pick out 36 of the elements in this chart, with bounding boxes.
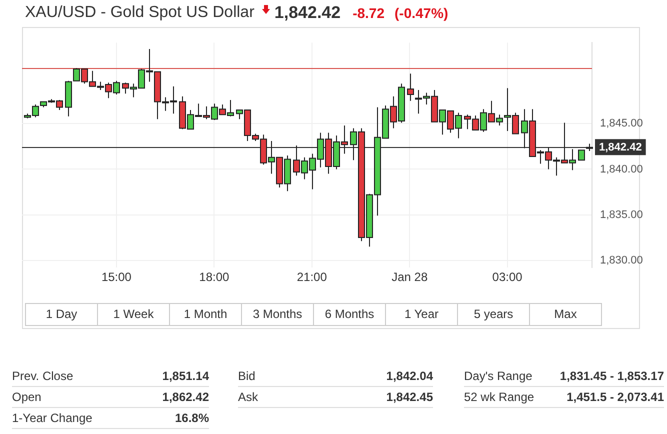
text: 1-Year Change [12, 410, 92, 427]
text: (-0.47%) [394, 5, 448, 21]
text: Day's Range [464, 368, 532, 385]
text: Ask [238, 389, 258, 406]
chart-title: XAU/USD - Gold Spot US Dollar [25, 4, 254, 22]
x-tick-label: 03:00 [492, 270, 523, 284]
text: 1,842.45 [386, 389, 433, 406]
text: Prev. Close [12, 368, 74, 385]
y-tick-label: 1,845.00 [600, 118, 643, 130]
text: 1,831.45 - 1,853.17 [560, 368, 664, 385]
text: 6 Months [314, 304, 386, 325]
text: 1,851.14 [162, 368, 209, 385]
text: 1,451.5 - 2,073.41 [566, 389, 664, 406]
x-tick-label: 21:00 [296, 270, 328, 284]
text: 1 Year [386, 304, 458, 325]
text: 5 years [458, 304, 530, 325]
text: Open [12, 389, 42, 406]
x-tick-label: Jan 28 [392, 270, 428, 284]
text: 1,862.42 [162, 389, 209, 406]
chart-subtitle: 1,842.42 [274, 3, 341, 23]
text: 1 Month [170, 304, 242, 325]
text: -8.72 [352, 5, 385, 21]
y-tick-label: 1,830.00 [600, 254, 643, 266]
text: 1,842.04 [386, 368, 433, 385]
y-tick-label: 1,840.00 [600, 163, 643, 176]
text: 16.8% [174, 410, 209, 427]
x-tick-label: 15:00 [101, 270, 132, 284]
y-tick-label: 1,835.00 [600, 208, 643, 221]
x-tick-label: 18:00 [199, 270, 230, 284]
text: 1 Day [26, 304, 98, 325]
ref-line-label: 1,842.42 [599, 142, 642, 154]
text: Max [553, 306, 578, 323]
text: Bid [238, 368, 256, 385]
text: 3 Months [242, 304, 314, 325]
text: 1 Week [98, 304, 170, 325]
text: 52 wk Range [464, 389, 534, 406]
